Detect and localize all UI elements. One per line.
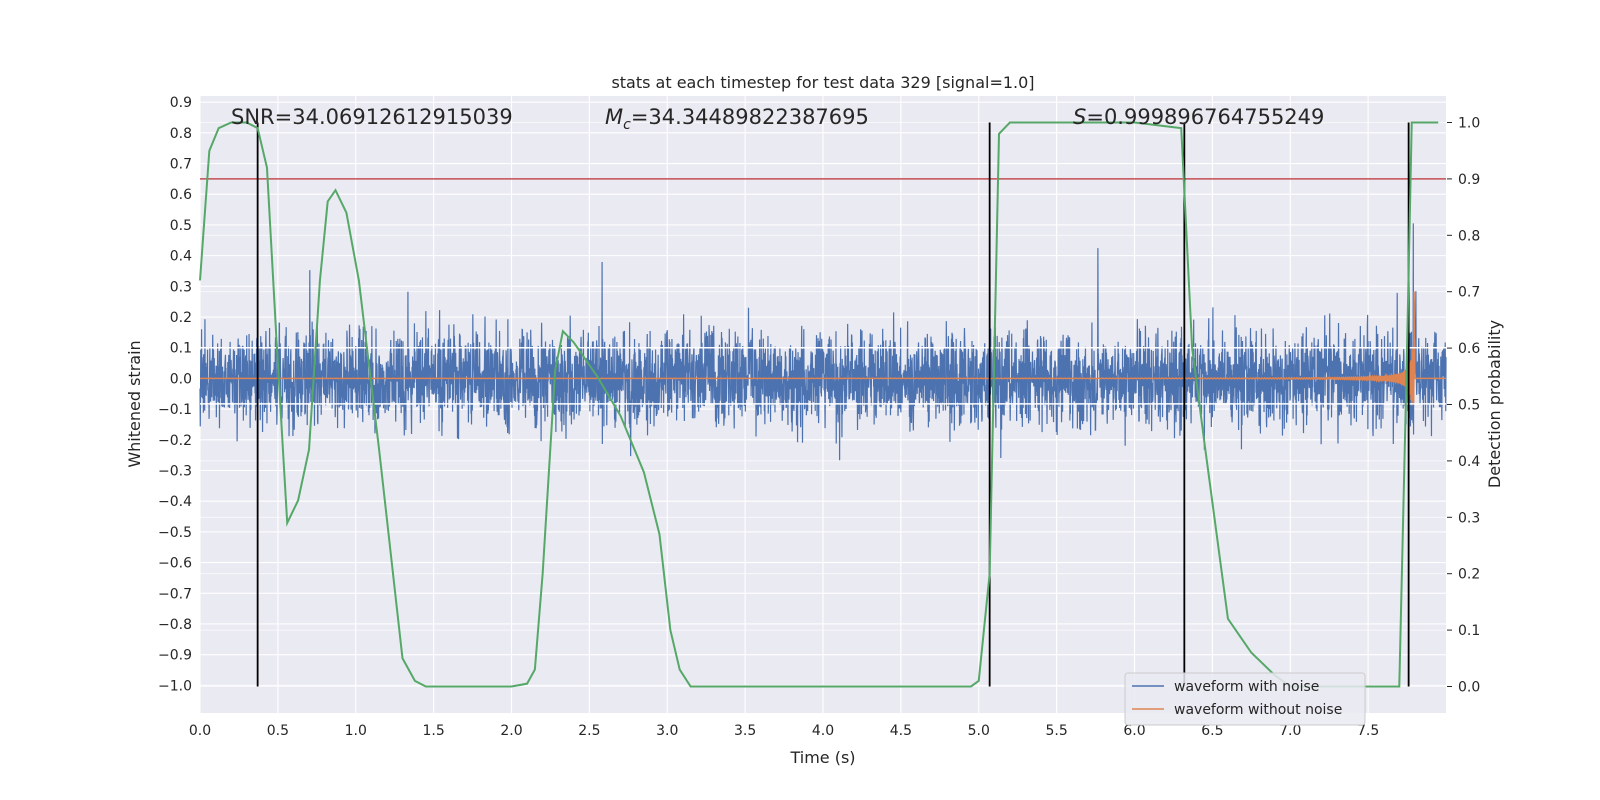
y-tick-label: 0.3 [170, 279, 192, 295]
y-axis-label: Whitened strain [125, 340, 144, 467]
x-tick-label: 1.5 [422, 723, 444, 739]
y-tick-label: −1.0 [158, 678, 192, 694]
y-tick-label: 0.7 [170, 157, 192, 173]
mc-subscript: c [623, 117, 631, 133]
y2-tick-label: 0.2 [1458, 567, 1480, 583]
legend-clean-label: waveform without noise [1174, 702, 1342, 718]
y-tick-label: −0.4 [158, 494, 192, 510]
x-tick-label: 5.0 [968, 723, 990, 739]
x-tick-label: 2.5 [578, 723, 600, 739]
y2-axis-label: Detection probability [1485, 320, 1504, 488]
y2-tick-label: 0.9 [1458, 172, 1480, 188]
x-tick-label: 7.0 [1279, 723, 1301, 739]
x-tick-label: 4.5 [890, 723, 912, 739]
mc-annotation: Mc=34.34489822387695 [605, 105, 869, 133]
y2-tick-label: 0.8 [1458, 228, 1480, 244]
y-tick-label: 0.2 [170, 310, 192, 326]
x-tick-label: 6.5 [1201, 723, 1223, 739]
x-tick-label: 7.5 [1357, 723, 1379, 739]
y-tick-label: 0.8 [170, 126, 192, 142]
x-tick-label: 6.0 [1123, 723, 1145, 739]
mc-value: =34.34489822387695 [631, 105, 869, 129]
y2-tick-label: 0.5 [1458, 398, 1480, 414]
y2-tick-label: 0.3 [1458, 510, 1480, 526]
y2-tick-label: 0.6 [1458, 341, 1480, 357]
s-annotation: S=0.999896764755249 [1073, 105, 1324, 129]
y-tick-label: 0.6 [170, 187, 192, 203]
tick-labels: 0.0 0.5 1.0 1.5 2.0 2.5 3.0 3.5 4.0 4.5 5.0 5.5 6.0 6… [158, 95, 1480, 739]
x-tick-label: 4.0 [812, 723, 834, 739]
probability-layer [199, 121, 1439, 688]
snr-annotation: SNR=34.06912612915039 [231, 105, 513, 129]
legend-box [1124, 672, 1366, 726]
detection-probability-line [199, 121, 1439, 688]
y2-tick-label: 0.7 [1458, 285, 1480, 301]
y-tick-label: −0.6 [158, 556, 192, 572]
y-tick-label: −0.9 [158, 648, 192, 664]
y-tick-label: 0.4 [170, 249, 192, 265]
x-tick-label: 3.0 [656, 723, 678, 739]
x-axis-label: Time (s) [789, 748, 855, 767]
y2-tick-label: 0.0 [1458, 679, 1480, 695]
y-tick-label: −0.7 [158, 586, 192, 602]
s-symbol: S [1073, 105, 1086, 129]
chart-title: stats at each timestep for test data 329… [611, 73, 1034, 92]
y2-tick-label: 0.4 [1458, 454, 1480, 470]
s-value: =0.999896764755249 [1086, 105, 1324, 129]
y-tick-label: −0.8 [158, 617, 192, 633]
clean-waveform-layer [199, 291, 1446, 406]
y-tick-label: −0.5 [158, 525, 192, 541]
x-tick-label: 0.0 [189, 723, 211, 739]
x-tick-label: 3.5 [734, 723, 756, 739]
noise-waveform-layer [199, 223, 1447, 461]
mc-symbol: M [605, 105, 623, 129]
y-tick-label: −0.2 [158, 433, 192, 449]
y-tick-label: 0.0 [170, 371, 192, 387]
y2-tick-label: 0.1 [1458, 623, 1480, 639]
x-tick-label: 2.0 [500, 723, 522, 739]
y-tick-label: 0.1 [170, 341, 192, 357]
x-tick-label: 5.5 [1045, 723, 1067, 739]
y-tick-label: 0.9 [170, 95, 192, 111]
y-tick-label: 0.5 [170, 218, 192, 234]
y-tick-label: −0.3 [158, 463, 192, 479]
y-tick-label: −0.1 [158, 402, 192, 418]
waveform-with-noise-line [199, 223, 1447, 461]
waveform-without-noise-line [199, 291, 1446, 406]
vertical-lines-layer [256, 122, 1410, 687]
x-tick-label: 1.0 [345, 723, 367, 739]
y2-tick-label: 1.0 [1458, 116, 1480, 132]
legend: waveform with noise waveform without noi… [1124, 672, 1366, 726]
legend-noise-label: waveform with noise [1174, 679, 1319, 695]
x-tick-label: 0.5 [267, 723, 289, 739]
noise-band-layer [200, 346, 1446, 405]
